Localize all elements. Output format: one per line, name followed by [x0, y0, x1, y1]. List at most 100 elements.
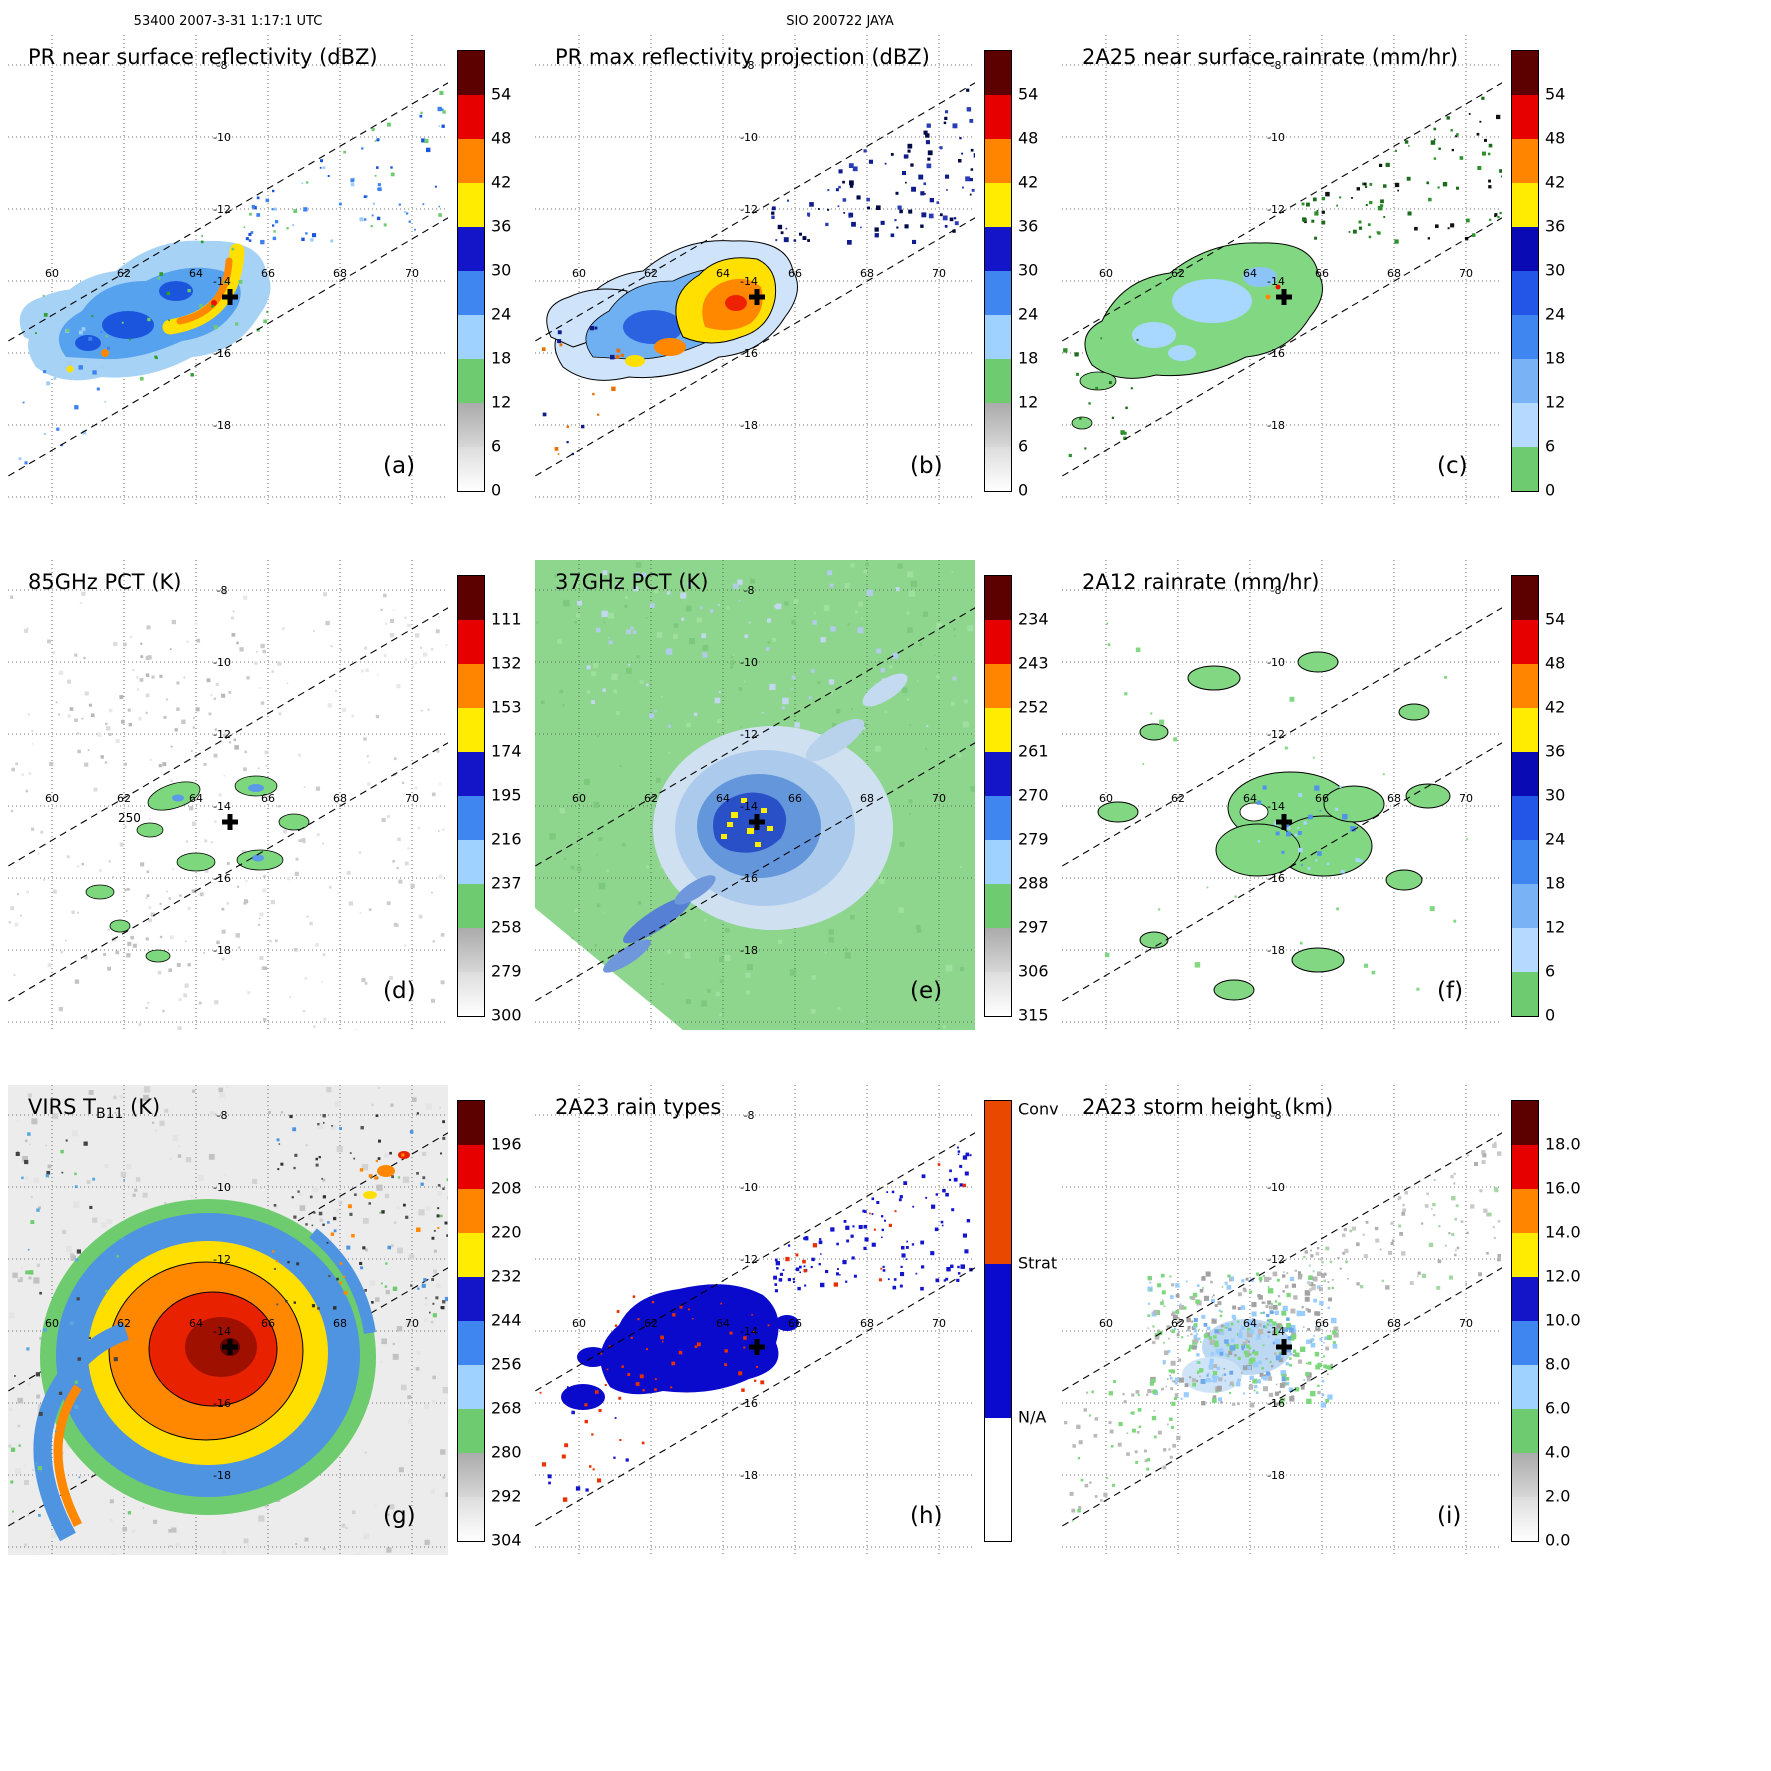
colorbar-tick-label: 237: [491, 873, 522, 893]
lon-tick-label: 68: [860, 792, 874, 805]
lon-tick-label: 68: [860, 267, 874, 280]
colorbar-tick-label: 279: [491, 961, 522, 981]
lat-tick-label: -10: [740, 131, 758, 144]
lon-tick-label: 60: [572, 267, 586, 280]
colorbar-tick-label: 279: [1018, 829, 1049, 849]
colorbar-zone: [458, 227, 484, 271]
lon-tick-label: 64: [1243, 1317, 1257, 1330]
speckle-field: [1064, 1141, 1502, 1522]
lat-tick-label: -16: [1267, 1397, 1285, 1410]
colorbar-zone: [985, 447, 1011, 491]
map-g: 60 62 64 66 68 70 -8 -10 -12 -14 -16 -18: [8, 1085, 448, 1555]
lon-tick-label: 64: [189, 267, 203, 280]
map-c: 60 62 64 66 68 70 -8 -10 -12 -14 -16 -18: [1062, 35, 1502, 505]
colorbar-tick-label: 2.0: [1545, 1486, 1571, 1506]
lat-tick-label: -14: [740, 1325, 758, 1338]
panel-title: 37GHz PCT (K): [555, 570, 709, 594]
colorbar-tick-label: 195: [491, 785, 522, 805]
colorbar-tick-label: 4.0: [1545, 1442, 1571, 1462]
colorbar-tick-label: 48: [491, 128, 512, 148]
colorbar-zone: [985, 359, 1011, 403]
tick-labels: 60 62 64 66 68 70 -8 -10 -12 -14 -16 -18: [1099, 59, 1473, 432]
lon-tick-label: 60: [1099, 267, 1113, 280]
data-art: [1071, 242, 1323, 430]
lon-tick-label: 62: [1171, 1317, 1185, 1330]
lat-tick-label: -16: [740, 347, 758, 360]
colorbar-zone: [1512, 972, 1538, 1016]
colorbar-zone: [1512, 403, 1538, 447]
data-art: [19, 240, 271, 381]
colorbar-tick-label: 42: [1545, 697, 1566, 717]
lon-tick-label: 64: [716, 267, 730, 280]
colorbar-tick-label: 18: [1545, 348, 1566, 368]
colorbar-zone: [458, 1145, 484, 1189]
colorbar-zone: [458, 972, 484, 1016]
colorbar-zone: [1512, 752, 1538, 796]
colorbar-tick-label: 24: [1545, 829, 1566, 849]
panel-title: PR max reflectivity projection (dBZ): [555, 45, 930, 69]
storm-center-marker: [222, 289, 238, 305]
data-art: 250: [85, 775, 310, 963]
lon-tick-label: 62: [644, 792, 658, 805]
map-f: 60 62 64 66 68 70 -8 -10 -12 -14 -16 -18: [1062, 560, 1502, 1030]
colorbar-tick-label: 48: [1545, 128, 1566, 148]
lat-tick-label: -16: [1267, 347, 1285, 360]
colorbar-tick-label: 12: [1018, 392, 1039, 412]
colorbar-tick-label: 30: [1545, 260, 1566, 280]
speckle-field: [18, 90, 446, 465]
lon-tick-label: 68: [333, 267, 347, 280]
lat-tick-label: -14: [213, 1325, 231, 1338]
panel-letter: (f): [1437, 978, 1464, 1004]
colorbar-zone: [1512, 95, 1538, 139]
colorbar-tick-label: 261: [1018, 741, 1049, 761]
colorbar-tick-label: 12: [491, 392, 512, 412]
colorbar-bar: [984, 50, 1012, 492]
lat-tick-label: -12: [1267, 1253, 1285, 1266]
lat-tick-label: -10: [1267, 1181, 1285, 1194]
colorbar-tick-label: 18: [1018, 348, 1039, 368]
colorbar-tick-label: 30: [491, 260, 512, 280]
colorbar-zone: [1512, 708, 1538, 752]
colorbar-zone: [985, 227, 1011, 271]
colorbar-tick-label: 132: [491, 653, 522, 673]
colorbar-tick-label: 208: [491, 1178, 522, 1198]
colorbar-zone: [458, 840, 484, 884]
colorbar-zone: [1512, 840, 1538, 884]
colorbar-zone: [1512, 664, 1538, 708]
colorbar-ticks: 196 208 220 232 244 256 268 280 292 304: [491, 1100, 551, 1550]
colorbar-zone: [458, 1189, 484, 1233]
colorbar-tick-label: 42: [1545, 172, 1566, 192]
colorbar-bar: [984, 1100, 1012, 1542]
panel-grid: 60 62 64 66 68 70 -8 -10 -12 -14 -16 -18 PR near su…: [8, 35, 1589, 1610]
colorbar-tick-label: 18: [1545, 873, 1566, 893]
colorbar-tick-label: 244: [491, 1310, 522, 1330]
colorbar-zone: [985, 664, 1011, 708]
swath-edges: [8, 82, 448, 477]
colorbar-tick-label: 36: [491, 216, 512, 236]
colorbar-zone: [985, 840, 1011, 884]
lon-tick-label: 68: [1387, 1317, 1401, 1330]
lon-tick-label: 60: [572, 792, 586, 805]
panel-f: 60 62 64 66 68 70 -8 -10 -12 -14 -16 -18 2A12 rainr…: [1062, 560, 1589, 1085]
colorbar-bar: [457, 50, 485, 492]
colorbar-zone: [985, 1263, 1011, 1418]
colorbar-category-label: N/A: [1018, 1407, 1047, 1427]
colorbar-zone: [1512, 1277, 1538, 1321]
colorbar-tick-label: 30: [1018, 260, 1039, 280]
panel-letter: (a): [383, 453, 416, 479]
colorbar-tick-label: 234: [1018, 609, 1049, 629]
tick-labels: 60 62 64 66 68 70 -8 -10 -12 -14 -16 -18: [572, 584, 946, 957]
tick-labels: 60 62 64 66 68 70 -8 -10 -12 -14 -16 -18: [1099, 1109, 1473, 1482]
colorbar-zone: [458, 928, 484, 972]
colorbar-tick-label: 12.0: [1545, 1266, 1581, 1286]
panel-letter: (e): [910, 978, 943, 1004]
lat-tick-label: -12: [213, 728, 231, 741]
lon-tick-label: 62: [117, 267, 131, 280]
lon-tick-label: 64: [1243, 267, 1257, 280]
map-b: 60 62 64 66 68 70 -8 -10 -12 -14 -16 -18: [535, 35, 975, 505]
storm-center-marker: [222, 1339, 238, 1355]
lat-tick-label: -8: [217, 59, 228, 72]
lat-tick-label: -14: [740, 275, 758, 288]
storm-center-marker: [749, 289, 765, 305]
colorbar-zone: [458, 403, 484, 447]
